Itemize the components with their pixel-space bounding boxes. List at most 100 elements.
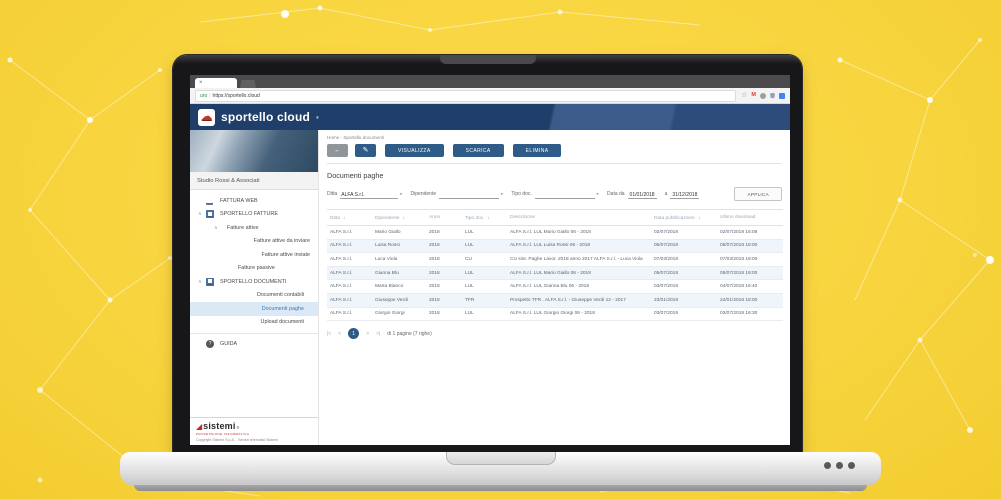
cell-data-pubblicazione: 05/07/2018 [651, 239, 717, 254]
next-page-button[interactable]: > [366, 330, 370, 337]
current-page-button[interactable]: 1 [348, 328, 360, 340]
table-row[interactable]: ALFA S.r.l. Giuseppe Verdi 2018 TFR Prospett… [327, 293, 783, 308]
shield-icon[interactable] [770, 92, 775, 99]
sidebar-item-label: Upload documenti [260, 319, 304, 326]
extension-circle-icon[interactable] [760, 92, 766, 99]
sidebar-item-fatture-passive[interactable]: Fatture passive [190, 262, 318, 276]
tipodoc-field[interactable] [534, 190, 595, 199]
data-a-field[interactable]: 31/12/2018 [670, 191, 700, 199]
ditta-field[interactable]: ALFA S.r.l. [340, 190, 399, 199]
page-title: Documenti paghe [327, 171, 384, 180]
sidebar-item-fatture-attive-da-inviare[interactable]: Fatture attive da inviare [190, 235, 318, 249]
cell-descrizione: CU sint. Paghe Lavor. 2018 anno 2017 ALF… [507, 252, 651, 267]
cell-anno: 2018 [426, 279, 462, 294]
column-header-tipo-doc[interactable]: Tipo doc. ↓ [462, 209, 507, 226]
dipendente-field[interactable] [439, 190, 500, 199]
folder-document-icon [206, 210, 214, 219]
sidebar-item-label: Fatture attive da inviare [253, 238, 310, 245]
column-label: Ultimo download [720, 215, 756, 220]
tab-close-icon[interactable]: × [199, 80, 203, 86]
sidebar-item-label: Fatture passive [238, 265, 275, 272]
column-header-ditta[interactable]: Ditta ↓ [327, 209, 372, 226]
new-tab-button[interactable] [240, 80, 256, 88]
edit-button[interactable]: ✎ [355, 144, 376, 157]
first-page-button[interactable]: |< [327, 330, 332, 337]
prev-page-button[interactable]: < [338, 330, 342, 337]
dipendente-lookup-icon[interactable]: ▸ [501, 191, 504, 196]
data-da-field[interactable]: 01/01/2018 [627, 191, 657, 199]
browser-url-bar: uro | https://sportello.cloud ☆ M [190, 88, 790, 104]
cell-ditta: ALFA S.r.l. [327, 225, 372, 240]
sistemi-logo-text: sistemi [203, 420, 236, 431]
table-row[interactable]: ALFA S.r.l. Gianna Blu 2018 LUL ALFA S.r.l. … [327, 266, 783, 281]
tipodoc-lookup-icon[interactable]: ▸ [596, 191, 600, 196]
cell-ultimo-download: 04/07/2018 16:40 [717, 279, 783, 294]
table-row[interactable]: ALFA S.r.l. Giorgio Giorgi 2018 LUL ALFA S.r… [327, 307, 783, 322]
table-row[interactable]: ALFA S.r.l. Marta Bianco 2018 LUL ALFA S.r.l… [327, 279, 783, 294]
back-button[interactable]: ← [327, 144, 348, 157]
gmail-icon[interactable]: M [751, 91, 756, 98]
sort-desc-icon[interactable]: ↓ [487, 214, 491, 221]
sidebar-item-fattura-web[interactable]: FATTURA WEB [190, 194, 318, 208]
column-header-dipendente[interactable]: Dipendente ↓ [372, 209, 426, 226]
translate-icon[interactable] [779, 92, 785, 99]
app-logo[interactable]: ☁ [198, 108, 215, 126]
toolbar: ← ✎ VISUALIZZA SCARICA ELIMINA [327, 144, 782, 164]
last-page-button[interactable]: >| [376, 330, 381, 337]
bookmark-star-icon[interactable]: ☆ [741, 92, 748, 99]
collapse-caret-icon[interactable]: ∧ [214, 224, 218, 231]
sort-desc-icon[interactable]: ↓ [402, 214, 406, 221]
sort-desc-icon[interactable]: ↓ [342, 214, 346, 221]
column-header-data-pubblicazione[interactable]: Data pubblicazione ↓ [651, 209, 717, 226]
cell-anno: 2018 [426, 307, 462, 322]
cell-tipo-doc: CU [462, 252, 507, 267]
url-separator: | [209, 92, 211, 99]
ditta-lookup-icon[interactable]: ▸ [400, 191, 403, 196]
sidebar-item-sportello-fatture[interactable]: ∧ SPORTELLO FATTURE [190, 208, 318, 222]
folder-document-icon [206, 277, 214, 286]
cell-data-pubblicazione: 05/07/2018 [651, 266, 717, 281]
sidebar-item-documenti-contabili[interactable]: Documenti contabili [190, 289, 318, 303]
app-main: Studio Rossi & Associati FATTURA WEB ∧ SPO… [190, 130, 790, 445]
applica-button[interactable]: APPLICA [734, 187, 782, 201]
sidebar-item-label: Documenti contabili [256, 292, 304, 299]
sidebar-footer: ◢ sistemi ® PROFESSIONE INFORMATICA Copy… [190, 416, 318, 446]
cell-ultimo-download: 03/07/2018 16:30 [717, 307, 783, 322]
browser-tab[interactable]: × [195, 78, 237, 88]
sidebar-item-label: Fatture attive inviate [261, 251, 310, 258]
cell-data-pubblicazione: 03/07/2018 [651, 307, 717, 322]
scarica-button[interactable]: SCARICA [452, 144, 504, 157]
url-input[interactable]: uro | https://sportello.cloud [195, 89, 737, 102]
sidebar-item-fatture-attive[interactable]: ∧ Fatture attive [190, 221, 318, 235]
collapse-caret-icon[interactable]: ∧ [198, 211, 202, 218]
sidebar-item-guida[interactable]: ? GUIDA [190, 333, 318, 351]
cell-descrizione: ALFA S.r.l. LUL Gianna Blu 06 - 2018 [507, 279, 651, 294]
cell-ultimo-download: 24/01/2018 18:00 [717, 293, 783, 308]
visualizza-button[interactable]: VISUALIZZA [385, 144, 444, 157]
brand-trademark: ® [316, 114, 319, 120]
sidebar-item-fatture-attive-inviate[interactable]: Fatture attive inviate [190, 248, 318, 262]
breadcrumb: Home - Sportello documenti [327, 135, 384, 140]
cell-anno: 2018 [426, 252, 462, 267]
laptop-bezel: × uro | https://sportello.cloud ☆ M ☁ spo… [173, 55, 802, 452]
sistemi-logo-trademark: ® [236, 425, 240, 430]
data-da-label: Data da [607, 191, 625, 197]
document-icon [206, 196, 213, 205]
sort-desc-icon[interactable]: ↓ [697, 214, 701, 221]
cell-anno: 2018 [426, 239, 462, 254]
elimina-button[interactable]: ELIMINA [512, 144, 562, 157]
sidebar-photo [190, 130, 318, 172]
sidebar-item-documenti-paghe[interactable]: Documenti paghe [190, 302, 318, 316]
security-label: uro [200, 92, 208, 99]
table-row[interactable]: ALFA S.r.l. Mario Giallo 2018 LUL ALFA S.r.l… [327, 225, 783, 240]
sidebar-item-sportello-documenti[interactable]: ∧ SPORTELLO DOCUMENTI [190, 275, 318, 289]
cell-ditta: ALFA S.r.l. [327, 307, 372, 322]
collapse-caret-icon[interactable]: ∧ [198, 278, 202, 285]
sidebar: Studio Rossi & Associati FATTURA WEB ∧ SPO… [190, 130, 319, 445]
sidebar-item-upload-documenti[interactable]: Upload documenti [190, 316, 318, 330]
table-row[interactable]: ALFA S.r.l. Luca Viola 2018 CU CU sint. Pagh… [327, 252, 783, 267]
laptop-base [120, 452, 881, 491]
column-label: Descrizione [510, 215, 536, 220]
table-row[interactable]: ALFA S.r.l. Luisa Rossi 2018 LUL ALFA S.r.l.… [327, 239, 783, 254]
browser-window: × uro | https://sportello.cloud ☆ M ☁ spo… [190, 75, 790, 445]
